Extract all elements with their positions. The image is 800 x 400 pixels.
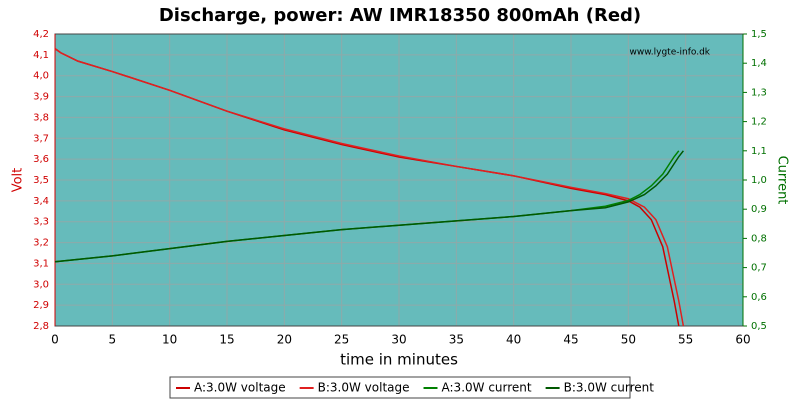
x-tick-label: 5	[109, 333, 117, 347]
y-tick-label: 4,2	[33, 29, 49, 40]
y-tick-label: 3,0	[33, 279, 49, 290]
x-tick-label: 50	[621, 333, 636, 347]
y-tick-label: 3,7	[33, 133, 49, 144]
legend-label: B:3.0W voltage	[318, 381, 410, 395]
chart-title: Discharge, power: AW IMR18350 800mAh (Re…	[159, 5, 641, 26]
x-tick-label: 60	[735, 333, 750, 347]
y2-tick-label: 0,9	[751, 204, 767, 215]
y-tick-label: 3,4	[33, 196, 49, 207]
x-tick-label: 45	[563, 333, 578, 347]
y-tick-label: 3,9	[33, 92, 49, 103]
y2-tick-label: 0,8	[751, 233, 767, 244]
y2-tick-label: 0,7	[751, 263, 767, 274]
y-tick-label: 3,8	[33, 112, 49, 123]
y2-tick-label: 1,1	[751, 146, 767, 157]
y2-tick-label: 0,5	[751, 321, 767, 332]
y2-tick-label: 1,3	[751, 87, 767, 98]
x-tick-label: 15	[219, 333, 234, 347]
y-tick-label: 4,1	[33, 50, 49, 61]
y-tick-label: 3,6	[33, 154, 49, 165]
y-tick-label: 3,2	[33, 238, 49, 249]
x-tick-label: 10	[162, 333, 177, 347]
watermark: www.lygte-info.dk	[630, 48, 711, 58]
y2-axis-label: Current	[775, 156, 790, 205]
y-tick-label: 3,5	[33, 175, 49, 186]
y-tick-label: 2,8	[33, 321, 49, 332]
legend-label: A:3.0W current	[442, 381, 532, 395]
y-tick-label: 2,9	[33, 300, 49, 311]
x-tick-label: 25	[334, 333, 349, 347]
y-tick-label: 3,3	[33, 217, 49, 228]
y2-tick-label: 1,5	[751, 29, 767, 40]
x-tick-label: 55	[678, 333, 693, 347]
y-tick-label: 4,0	[33, 71, 49, 82]
x-axis-label: time in minutes	[340, 351, 458, 369]
x-tick-label: 35	[449, 333, 464, 347]
series-line	[54, 47, 685, 327]
legend-label: B:3.0W current	[564, 381, 655, 395]
y2-tick-label: 1,4	[751, 58, 767, 69]
y2-tick-label: 0,6	[751, 292, 767, 303]
x-tick-label: 0	[51, 333, 59, 347]
legend-box	[169, 376, 631, 399]
legend-label: A:3.0W voltage	[194, 381, 286, 395]
x-tick-label: 20	[277, 333, 292, 347]
x-tick-label: 30	[391, 333, 406, 347]
x-tick-label: 40	[506, 333, 521, 347]
y-tick-label: 3,1	[33, 258, 49, 269]
y-axis-label: Volt	[11, 168, 26, 193]
y2-tick-label: 1,2	[751, 117, 767, 128]
series-line	[54, 150, 684, 263]
y2-tick-label: 1,0	[751, 175, 767, 186]
